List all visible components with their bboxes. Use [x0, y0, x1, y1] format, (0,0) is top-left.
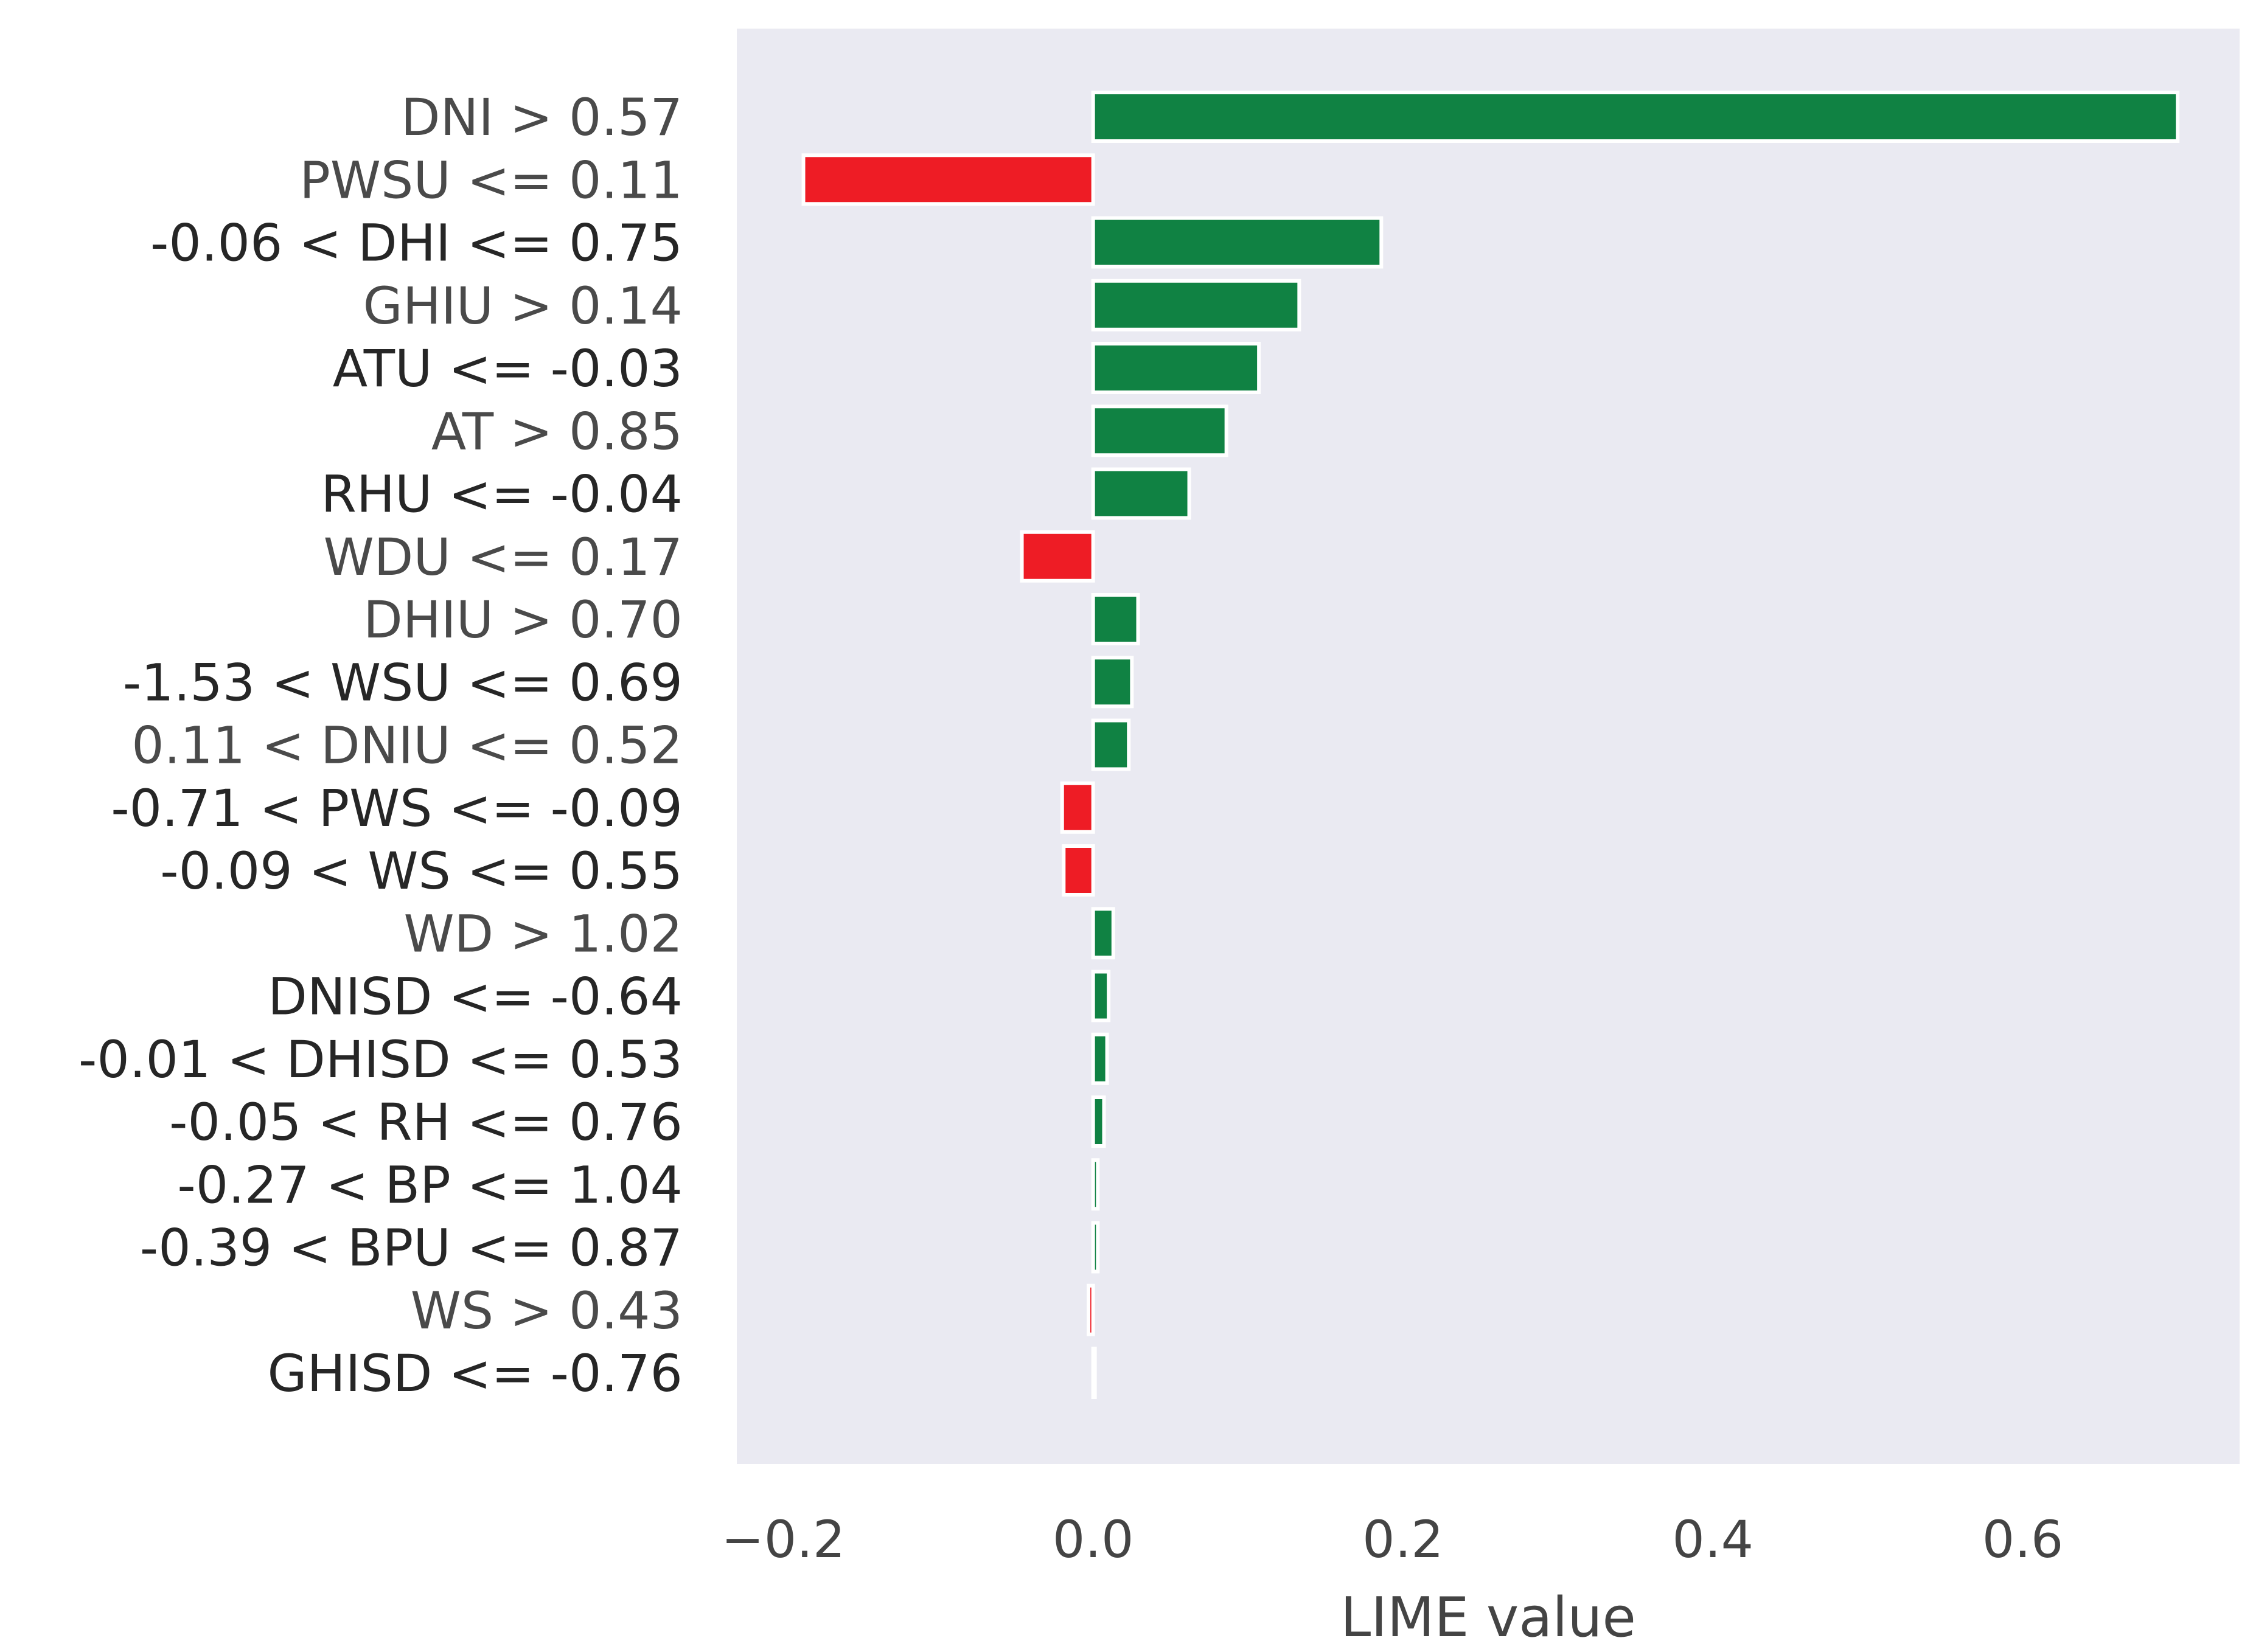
bar-17	[1091, 1158, 1100, 1211]
feature-label-15: -0.01 < DHISD <= 0.53	[78, 1030, 683, 1089]
feature-label-2: -0.06 < DHI <= 0.75	[150, 213, 683, 273]
x-tick-labels-group: −0.2 0.0 0.2 0.4 0.6	[721, 1510, 2063, 1569]
bar-2	[1091, 216, 1384, 269]
bar-14	[1091, 970, 1111, 1022]
bar-5	[1091, 404, 1228, 457]
feature-label-5: AT > 0.85	[431, 401, 683, 461]
x-tick-label-2: 0.2	[1362, 1510, 1444, 1569]
bar-4	[1091, 342, 1261, 394]
x-tick-label-0: −0.2	[721, 1510, 845, 1569]
x-tick-label-3: 0.4	[1672, 1510, 1753, 1569]
feature-label-1: PWSU <= 0.11	[299, 150, 683, 210]
feature-label-19: WS > 0.43	[411, 1281, 683, 1341]
bar-3	[1091, 279, 1301, 331]
feature-label-4: ATU <= -0.03	[333, 339, 683, 398]
bar-10	[1091, 718, 1131, 771]
x-axis-label: LIME value	[1340, 1586, 1636, 1650]
feature-label-9: -1.53 < WSU <= 0.69	[123, 653, 683, 712]
feature-label-7: WDU <= 0.17	[324, 527, 683, 587]
bar-9	[1091, 656, 1134, 709]
feature-label-0: DNI > 0.57	[401, 88, 683, 147]
bar-1	[801, 153, 1095, 206]
bar-12	[1062, 844, 1095, 897]
bar-19	[1087, 1283, 1095, 1336]
plot-area	[737, 29, 2240, 1464]
feature-label-14: DNISD <= -0.64	[268, 967, 683, 1027]
bar-16	[1091, 1095, 1106, 1148]
feature-label-18: -0.39 < BPU <= 0.87	[140, 1218, 683, 1278]
bar-11	[1060, 781, 1095, 834]
feature-label-3: GHIU > 0.14	[363, 276, 683, 336]
bar-20	[1091, 1347, 1097, 1399]
bar-18	[1091, 1221, 1100, 1274]
bar-8	[1091, 593, 1140, 645]
bar-6	[1091, 467, 1191, 520]
bar-0	[1091, 91, 2180, 143]
feature-label-6: RHU <= -0.04	[321, 465, 683, 524]
feature-label-12: -0.09 < WS <= 0.55	[160, 841, 683, 901]
bar-15	[1091, 1032, 1109, 1085]
x-tick-label-1: 0.0	[1053, 1510, 1134, 1569]
feature-label-11: -0.71 < PWS <= -0.09	[111, 779, 683, 838]
bar-13	[1091, 907, 1115, 960]
feature-label-13: WD > 1.02	[403, 904, 683, 963]
feature-label-16: -0.05 < RH <= 0.76	[169, 1092, 683, 1152]
feature-label-8: DHIU > 0.70	[363, 590, 683, 650]
feature-label-17: -0.27 < BP <= 1.04	[177, 1155, 683, 1215]
bars-group	[801, 91, 2180, 1399]
bar-7	[1020, 530, 1095, 583]
feature-label-20: GHISD <= -0.76	[267, 1344, 683, 1403]
feature-label-10: 0.11 < DNIU <= 0.52	[131, 716, 683, 776]
x-tick-label-4: 0.6	[1982, 1510, 2064, 1569]
